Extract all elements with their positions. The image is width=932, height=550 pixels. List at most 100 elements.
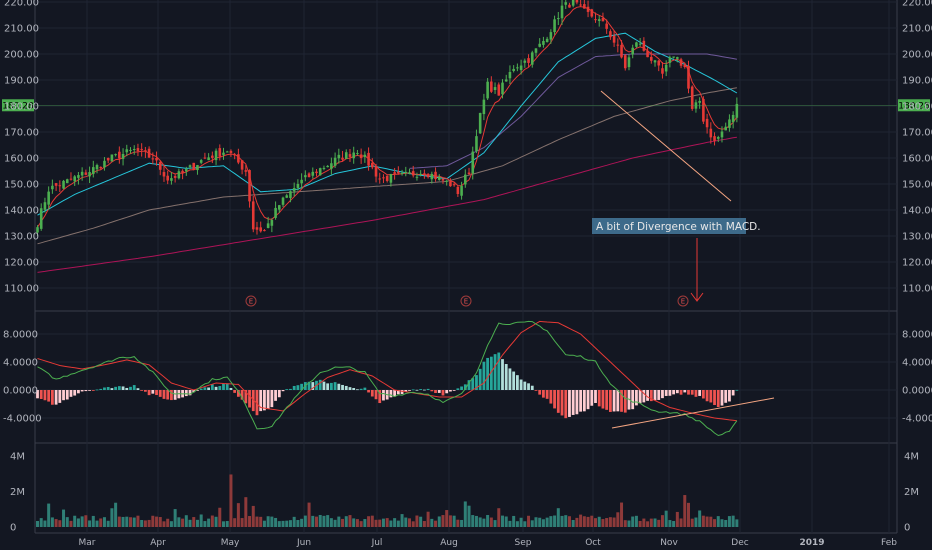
volume-bar — [73, 515, 77, 527]
volume-bar — [508, 520, 512, 527]
price-extras: 180.28 180.28 E E E — [2, 90, 930, 307]
macd-histogram-bar — [292, 385, 296, 390]
candle-body — [538, 43, 541, 47]
volume-bar — [460, 519, 464, 527]
volume-bar — [352, 518, 356, 527]
macd-histogram-bar — [210, 384, 214, 390]
macd-histogram-bar — [192, 390, 196, 393]
macd-histogram-bar — [501, 359, 504, 390]
volume-bar — [560, 515, 564, 527]
volume-bar — [415, 515, 419, 527]
volume-bar — [720, 519, 724, 527]
current-price-label-right: 180.28 — [898, 101, 930, 111]
volume-bar — [155, 516, 159, 527]
candle-body — [121, 153, 125, 159]
candle-body — [177, 171, 181, 179]
macd-histogram-bar — [623, 390, 627, 413]
volume-bar — [251, 505, 255, 527]
volume-bar — [638, 520, 642, 527]
volume-bar — [136, 515, 140, 527]
candle-body — [705, 118, 709, 128]
candle-body — [653, 60, 657, 63]
macd-histogram-bar — [36, 390, 39, 399]
candle-body — [512, 68, 515, 71]
candle-body — [601, 17, 605, 22]
macd-histogram-bar — [396, 390, 400, 395]
volume-bar — [408, 518, 411, 527]
macd-histogram-bar — [545, 390, 549, 399]
candle-body — [464, 174, 467, 185]
candle-body — [445, 180, 448, 182]
volume-tick-left: 0 — [10, 523, 16, 534]
volume-bar — [683, 495, 687, 527]
volume-bar — [218, 507, 222, 527]
volume-bar — [195, 519, 199, 527]
price-tick-left: 110.00 — [4, 284, 39, 295]
volume-bar — [515, 521, 519, 527]
candle-body — [553, 19, 556, 33]
earnings-marker-label: E — [681, 298, 685, 306]
volume-bar — [69, 520, 73, 527]
volume-bar — [456, 519, 460, 527]
macd-histogram-bar — [597, 390, 601, 407]
macd-histogram-bar — [631, 390, 635, 410]
macd-histogram-bar — [84, 390, 88, 392]
candle-body — [147, 148, 151, 158]
sma-100-line — [37, 87, 737, 245]
candle-body — [84, 172, 88, 175]
macd-histogram-bar — [370, 390, 374, 397]
month-label: Mar — [79, 538, 96, 548]
volume-bar — [106, 520, 110, 527]
candle-body — [646, 50, 649, 58]
candle-body — [419, 173, 422, 175]
candle-body — [668, 57, 672, 63]
candle-body — [530, 52, 534, 65]
candle-body — [92, 167, 95, 175]
volume-bar — [627, 520, 631, 527]
volume-bar — [58, 520, 62, 527]
candle-body — [170, 178, 173, 181]
macd-histogram-bar — [523, 381, 527, 390]
macd-histogram-bar — [679, 390, 683, 395]
candle-body — [344, 152, 348, 159]
volume-bar — [582, 516, 586, 527]
month-label: Oct — [585, 538, 601, 548]
candle-body — [523, 60, 527, 63]
month-label: Dec — [731, 538, 748, 548]
candle-body — [504, 79, 508, 82]
candle-body — [560, 5, 564, 19]
volume-bar — [151, 515, 155, 527]
macd-histogram-bar — [638, 390, 642, 404]
price-tick-right: 180.00 — [902, 102, 932, 113]
macd-histogram-bar — [356, 389, 359, 391]
candle-body — [437, 176, 441, 180]
candle-body — [259, 227, 262, 232]
macd-histogram-bar — [441, 390, 445, 396]
candle-body — [408, 172, 411, 174]
volume-bar — [91, 515, 95, 527]
macd-histogram-bar — [605, 390, 609, 410]
volume-bar — [281, 520, 285, 527]
price-tick-left: 160.00 — [4, 154, 39, 165]
candle-body — [549, 32, 553, 40]
volume-bar — [437, 516, 441, 527]
macd-histogram-bar — [177, 390, 181, 399]
candle-body — [676, 57, 679, 59]
volume-bar — [590, 515, 594, 527]
candle-body — [713, 136, 716, 142]
volume-bar — [80, 516, 84, 527]
candle-body — [490, 81, 493, 92]
macd-histogram-bar — [475, 375, 478, 390]
volume-bar — [579, 514, 583, 527]
macd-histogram-bar — [426, 388, 430, 390]
volume-bar — [430, 518, 434, 527]
candle-body — [251, 201, 255, 230]
candle-body — [735, 103, 739, 118]
candle-body — [348, 154, 352, 157]
volume-bar — [125, 516, 129, 527]
volume-bar — [300, 518, 304, 527]
volume-bar — [605, 518, 609, 527]
volume-bar — [389, 520, 393, 527]
candle-body — [281, 197, 285, 205]
